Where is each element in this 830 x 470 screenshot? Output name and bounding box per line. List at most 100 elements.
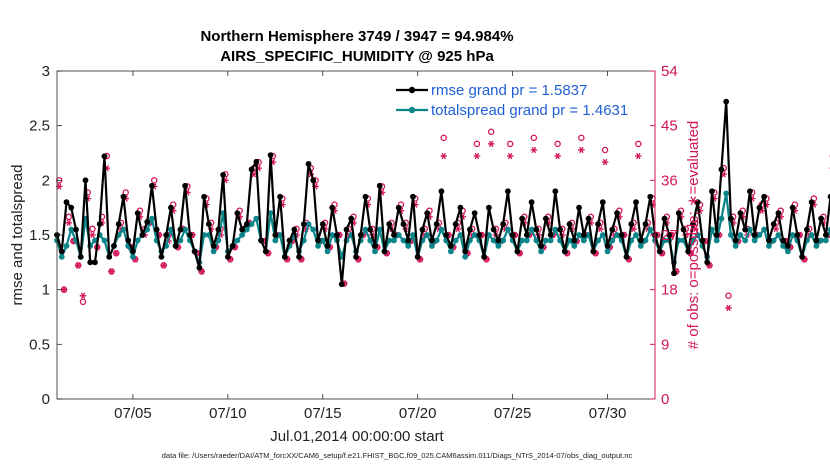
y-right-tick-label: 0 xyxy=(661,391,669,408)
rmse-point xyxy=(106,253,113,260)
rmse-point xyxy=(172,243,179,249)
spread-point xyxy=(471,232,478,238)
rmse-point xyxy=(533,226,540,233)
rmse-point xyxy=(111,243,117,249)
spread-point xyxy=(68,226,75,233)
rmse-point xyxy=(595,221,601,227)
rmse-point xyxy=(713,232,720,238)
obs-evaluated-point xyxy=(634,152,642,160)
spread-point xyxy=(120,226,127,233)
spread-point xyxy=(424,232,431,238)
y-axis-label: rmse and totalspread xyxy=(9,165,26,306)
error-series xyxy=(54,98,830,288)
rmse-point xyxy=(405,237,412,244)
spread-point xyxy=(215,237,222,244)
y-right-tick-label: 18 xyxy=(661,282,678,299)
spread-point xyxy=(566,237,573,244)
rmse-point xyxy=(728,215,734,222)
rmse-point xyxy=(770,221,777,227)
spread-point xyxy=(305,221,312,227)
rmse-point xyxy=(149,182,155,189)
spread-legend-marker xyxy=(408,106,416,114)
obs-possible-point xyxy=(150,177,158,184)
rmse-point xyxy=(818,215,825,222)
rmse-point xyxy=(694,199,701,206)
obs-possible-point xyxy=(506,140,514,148)
rmse-point xyxy=(281,253,288,260)
spread-point xyxy=(547,237,554,244)
spread-point xyxy=(239,232,245,238)
rmse-point xyxy=(680,226,687,233)
rmse-point xyxy=(457,204,464,211)
chart-subtitle: AIRS_SPECIFIC_HUMIDITY @ 925 hPa xyxy=(220,48,494,65)
spread-point xyxy=(595,237,601,244)
rmse-point xyxy=(784,243,791,249)
rmse-point xyxy=(732,237,739,244)
rmse-point xyxy=(386,221,393,227)
rmse-point xyxy=(471,210,478,217)
obs-possible-point xyxy=(578,134,585,142)
rmse-point xyxy=(153,226,160,233)
spread-point xyxy=(433,237,440,244)
legend: rmse grand pr = 1.5837 totalspread grand … xyxy=(396,82,628,119)
spread-point xyxy=(277,232,283,238)
rmse-point xyxy=(395,204,402,211)
rmse-point xyxy=(134,210,141,217)
rmse-point xyxy=(571,237,578,244)
rmse-point xyxy=(481,253,488,260)
rmse-point xyxy=(495,237,502,244)
spread-point xyxy=(713,237,720,244)
spread-point xyxy=(130,253,136,260)
obs-evaluated-point xyxy=(473,152,481,160)
spread-point xyxy=(519,237,526,244)
rmse-point xyxy=(139,232,146,238)
obs-evaluated-point xyxy=(74,262,82,269)
rmse-point xyxy=(576,204,582,211)
spread-point xyxy=(766,243,772,249)
rmse-point xyxy=(329,204,336,211)
spread-point xyxy=(495,243,502,249)
rmse-point xyxy=(500,221,507,227)
rmse-point xyxy=(742,226,749,233)
rmse-point xyxy=(215,226,222,233)
rmse-point xyxy=(476,232,483,238)
spread-point xyxy=(647,226,654,233)
obs-evaluated-point xyxy=(65,219,73,227)
rmse-point xyxy=(310,177,317,184)
y-tick-label: 2.5 xyxy=(29,118,50,135)
obs-evaluated-point xyxy=(578,146,585,154)
rmse-legend-label: rmse grand pr = 1.5837 xyxy=(431,82,587,99)
rmse-point xyxy=(718,166,725,173)
rmse-point xyxy=(410,193,416,200)
rmse-point xyxy=(557,226,563,233)
rmse-point xyxy=(243,221,250,227)
rmse-point xyxy=(82,177,89,184)
spread-point xyxy=(770,237,777,244)
obs-evaluated-point xyxy=(506,152,514,160)
rmse-point xyxy=(343,226,350,233)
obs-possible-point xyxy=(635,140,642,148)
rmse-point xyxy=(775,210,782,217)
rmse-point xyxy=(685,248,692,255)
spread-point xyxy=(182,226,189,233)
rmse-point xyxy=(443,232,450,238)
rmse-point xyxy=(210,243,217,249)
rmse-point xyxy=(205,221,212,227)
rmse-point xyxy=(296,253,302,260)
rmse-point xyxy=(747,188,753,195)
rmse-point xyxy=(77,253,84,260)
obs-possible-point xyxy=(601,146,609,154)
rmse-point xyxy=(599,199,606,206)
spread-point xyxy=(523,237,530,244)
spread-point xyxy=(177,237,184,244)
rmse-point xyxy=(766,237,772,244)
spread-point xyxy=(813,243,820,249)
spread-point xyxy=(405,243,412,249)
spread-point xyxy=(149,215,155,222)
rmse-point xyxy=(229,243,236,249)
spread-point xyxy=(372,248,378,255)
spread-point xyxy=(452,237,459,244)
rmse-point xyxy=(751,232,758,238)
obs-evaluated-point xyxy=(79,292,87,299)
rmse-point xyxy=(239,226,245,233)
